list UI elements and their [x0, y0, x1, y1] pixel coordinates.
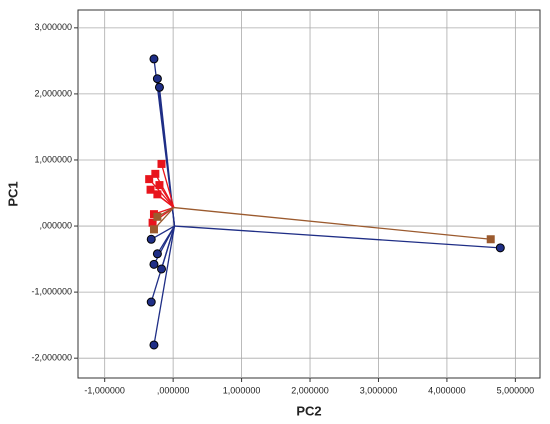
centroid-line	[148, 178, 175, 208]
point	[157, 264, 167, 274]
point	[149, 259, 159, 269]
x-tick-label: -1,000000	[84, 385, 125, 395]
x-tick-label: 5,000000	[497, 385, 535, 395]
point	[152, 74, 162, 84]
point	[148, 218, 157, 227]
point	[495, 243, 505, 253]
point	[146, 234, 156, 244]
point	[149, 340, 159, 350]
x-tick-label: 4,000000	[428, 385, 466, 395]
x-tick-label: ,000000	[157, 385, 190, 395]
point	[149, 54, 159, 64]
plot-area	[77, 9, 541, 379]
y-tick-label: -2,000000	[31, 353, 72, 363]
x-axis-title: PC2	[296, 403, 321, 418]
point	[153, 190, 162, 199]
centroid-line	[156, 225, 176, 255]
y-tick-label: -1,000000	[31, 286, 72, 296]
point	[155, 181, 164, 190]
point	[153, 212, 162, 221]
x-tick-label: 2,000000	[291, 385, 329, 395]
point	[154, 82, 164, 92]
centroid-line	[160, 163, 175, 208]
point	[146, 297, 156, 307]
x-tick-label: 1,000000	[223, 385, 261, 395]
y-tick-label: 3,000000	[34, 22, 72, 32]
point	[486, 235, 495, 244]
y-tick-label: 1,000000	[34, 154, 72, 164]
y-tick-label: 2,000000	[34, 88, 72, 98]
point	[146, 185, 155, 194]
point	[151, 169, 160, 178]
y-tick-label: ,000000	[39, 220, 72, 230]
centroid-line	[174, 225, 501, 249]
point	[149, 225, 158, 234]
point	[152, 249, 162, 259]
y-axis-title: PC1	[5, 181, 20, 206]
centroid-line	[160, 225, 176, 270]
point	[145, 175, 154, 184]
centroid-line	[173, 206, 491, 240]
x-tick-label: 3,000000	[360, 385, 398, 395]
point	[157, 159, 166, 168]
centroid-line	[153, 225, 176, 346]
